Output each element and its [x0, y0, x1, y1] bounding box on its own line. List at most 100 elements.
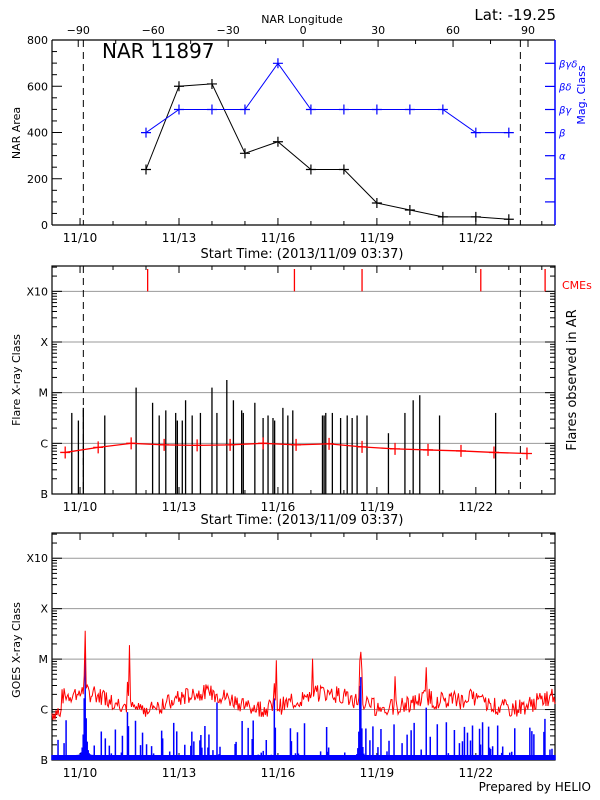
goes-long-trace [51, 630, 556, 720]
class-tick-label: B [40, 488, 48, 501]
top-tick-label: 0 [300, 24, 307, 37]
class-tick-label: X10 [26, 285, 48, 298]
x-tick-label: 11/22 [459, 500, 494, 514]
background-level-point [60, 446, 71, 459]
flares-observed-ylabel: Flares observed in AR [565, 309, 580, 450]
background-level-point [423, 443, 434, 456]
x-tick-label: 11/19 [360, 766, 395, 780]
mag-class-ylabel: Mag. Class [575, 65, 588, 124]
mag-class-point [305, 104, 316, 115]
panel1-xlabel: Start Time: (2013/11/09 03:37) [201, 247, 404, 262]
class-tick-label: M [39, 653, 49, 666]
mag-class-point [404, 104, 415, 115]
nar-area-point [503, 214, 514, 225]
background-level-point [159, 438, 170, 451]
background-level-point [225, 438, 236, 451]
mag-class-tick-label: βγ [558, 106, 572, 117]
top-tick-label: −90 [67, 24, 90, 37]
nar-area-point [338, 164, 349, 175]
x-tick-label: 11/10 [63, 231, 98, 245]
goes-panel: B C M X X10 11/10 11/13 11/16 11/19 11/22 [26, 532, 556, 780]
mag-class-tick-label: α [559, 152, 566, 163]
x-tick-label: 11/10 [63, 766, 98, 780]
top-tick-label: 90 [521, 24, 535, 37]
mag-class-point [239, 104, 250, 115]
latitude-label: Lat: -19.25 [474, 6, 556, 24]
flare-class-ylabel: Flare X-ray Class [10, 334, 23, 426]
background-level-point [192, 439, 203, 452]
nar-area-point [404, 204, 415, 215]
x-tick-label: 11/13 [162, 500, 197, 514]
y-tick-label: 200 [27, 173, 48, 186]
x-tick-label: 11/22 [459, 766, 494, 780]
nar-area-point [470, 211, 481, 222]
mag-class-point [338, 104, 349, 115]
background-level-point [93, 441, 104, 454]
nar-area-line [145, 83, 509, 220]
top-tick-label: 60 [446, 24, 460, 37]
top-tick-label: −60 [142, 24, 165, 37]
mag-class-point [437, 104, 448, 115]
y-tick-label: 800 [27, 34, 48, 47]
x-tick-label: 11/13 [162, 231, 197, 245]
top-tick-label: 30 [371, 24, 385, 37]
mag-class-tick-label: β [558, 129, 566, 140]
background-level-point [390, 442, 401, 455]
class-tick-label: X10 [26, 552, 48, 565]
nar-area-point [206, 78, 217, 89]
x-tick-label: 11/16 [261, 766, 296, 780]
cme-label: CMEs [562, 279, 592, 292]
x-tick-label: 11/16 [261, 500, 296, 514]
nar-area-point [437, 211, 448, 222]
top-axis-title: NAR Longitude [261, 13, 343, 26]
background-level-point [291, 438, 302, 451]
nar-area-point [141, 164, 152, 175]
flares-panel: B C M X X10 11/10 11/13 11/16 11/19 11/22 [26, 265, 556, 514]
top-tick-label: −30 [217, 24, 240, 37]
mag-class-point [503, 127, 514, 138]
x-tick-label: 11/13 [162, 766, 197, 780]
goes-class-ylabel: GOES X-ray Class [10, 602, 23, 698]
y-tick-label: 600 [27, 80, 48, 93]
nar-area-point [173, 81, 184, 92]
class-tick-label: M [39, 387, 49, 400]
background-level-point [521, 447, 532, 460]
nar-area-point [305, 164, 316, 175]
nar-area-point [239, 148, 250, 159]
x-tick-label: 11/10 [63, 500, 98, 514]
class-tick-label: C [40, 437, 48, 450]
mag-class-point [206, 104, 217, 115]
x-tick-label: 11/19 [360, 500, 395, 514]
mag-class-tick-label: βγδ [558, 59, 577, 70]
goes-short-trace [51, 653, 556, 760]
mag-class-point [272, 58, 283, 69]
background-level-point [258, 437, 269, 450]
x-tick-label: 11/22 [459, 231, 494, 245]
nar-area-ylabel: NAR Area [10, 107, 23, 159]
class-tick-label: X [40, 336, 48, 349]
mag-class-tick-label: βδ [558, 82, 572, 93]
mag-class-point [173, 104, 184, 115]
background-level-point [126, 437, 137, 450]
nar-area-point [371, 198, 382, 209]
x-tick-label: 11/19 [360, 231, 395, 245]
class-tick-label: C [40, 704, 48, 717]
panel2-xlabel: Start Time: (2013/11/09 03:37) [201, 513, 404, 528]
background-level-point [488, 446, 499, 459]
mag-class-point [371, 104, 382, 115]
plot-frame [51, 265, 556, 495]
background-level-point [455, 444, 466, 457]
mag-class-line [145, 62, 509, 134]
y-tick-label: 400 [27, 127, 48, 140]
class-tick-label: B [40, 754, 48, 767]
y-tick-label: 0 [41, 219, 48, 232]
active-region-title: NAR 11897 [102, 39, 215, 63]
x-tick-label: 11/16 [261, 231, 296, 245]
mag-class-point [470, 127, 481, 138]
mag-class-point [141, 127, 152, 138]
footer-credit: Prepared by HELIO [479, 780, 591, 794]
background-level-point [324, 437, 335, 450]
background-level-point [357, 440, 368, 453]
